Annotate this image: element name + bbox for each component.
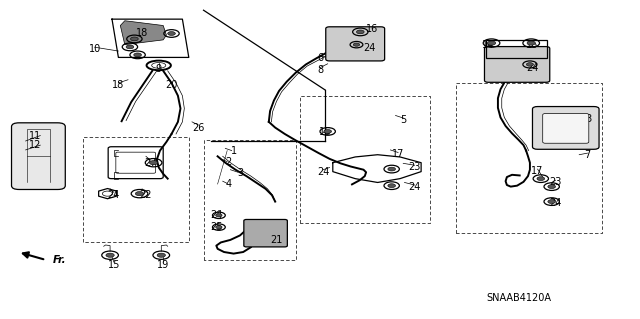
Ellipse shape	[106, 253, 114, 257]
Text: 1: 1	[230, 145, 237, 156]
Text: 11: 11	[29, 130, 42, 141]
Text: 13: 13	[581, 114, 594, 124]
Text: 15: 15	[108, 260, 120, 271]
Text: 26: 26	[192, 122, 205, 133]
Text: 18: 18	[136, 28, 148, 39]
Ellipse shape	[131, 37, 138, 41]
Text: 18: 18	[112, 79, 125, 90]
Text: SNAAB4120A: SNAAB4120A	[486, 293, 552, 303]
Text: 9: 9	[156, 63, 162, 74]
Text: 17: 17	[531, 166, 544, 176]
Ellipse shape	[126, 45, 134, 49]
Text: 25: 25	[210, 222, 223, 232]
Text: 23: 23	[408, 161, 421, 172]
Text: 8: 8	[317, 64, 323, 75]
Text: 6: 6	[317, 53, 323, 63]
Text: 27: 27	[144, 158, 157, 168]
Ellipse shape	[527, 41, 535, 45]
Text: 24: 24	[549, 197, 562, 208]
Ellipse shape	[388, 167, 396, 171]
Text: 24: 24	[317, 167, 330, 177]
Ellipse shape	[548, 185, 556, 189]
Text: 4: 4	[225, 179, 232, 189]
Ellipse shape	[526, 63, 533, 66]
Ellipse shape	[388, 184, 396, 188]
Ellipse shape	[216, 214, 222, 217]
Text: 21: 21	[270, 235, 283, 245]
Ellipse shape	[537, 177, 545, 181]
Text: 24: 24	[210, 210, 223, 220]
Text: 7: 7	[584, 150, 591, 160]
Text: 24: 24	[526, 63, 539, 73]
Text: 16: 16	[366, 24, 379, 34]
Text: 20: 20	[165, 79, 178, 90]
Ellipse shape	[157, 253, 165, 257]
Text: 10: 10	[88, 44, 101, 55]
Text: 5: 5	[400, 115, 406, 125]
Ellipse shape	[134, 53, 141, 57]
Text: 3: 3	[237, 168, 243, 178]
Text: 17: 17	[392, 149, 404, 159]
Text: 23: 23	[549, 177, 562, 187]
Ellipse shape	[150, 161, 157, 165]
Text: 24: 24	[364, 43, 376, 54]
Ellipse shape	[168, 32, 175, 35]
Text: 16: 16	[319, 127, 332, 137]
FancyBboxPatch shape	[326, 27, 385, 61]
Ellipse shape	[353, 43, 360, 46]
Ellipse shape	[216, 226, 222, 229]
Text: 14: 14	[481, 40, 494, 50]
Text: Fr.: Fr.	[52, 255, 66, 265]
Text: 19: 19	[157, 260, 170, 271]
FancyBboxPatch shape	[484, 47, 550, 82]
Ellipse shape	[356, 30, 364, 34]
Text: 24: 24	[108, 190, 120, 200]
Text: 22: 22	[140, 190, 152, 200]
Ellipse shape	[324, 130, 332, 133]
Text: 24: 24	[408, 182, 421, 192]
Text: 2: 2	[225, 157, 232, 167]
Ellipse shape	[487, 41, 496, 45]
FancyBboxPatch shape	[543, 114, 589, 143]
Text: 12: 12	[29, 140, 42, 150]
FancyBboxPatch shape	[244, 219, 287, 247]
Ellipse shape	[136, 191, 144, 196]
Text: 16: 16	[526, 40, 539, 50]
FancyBboxPatch shape	[12, 123, 65, 189]
FancyBboxPatch shape	[532, 107, 599, 149]
Ellipse shape	[548, 200, 556, 204]
Polygon shape	[120, 21, 166, 45]
